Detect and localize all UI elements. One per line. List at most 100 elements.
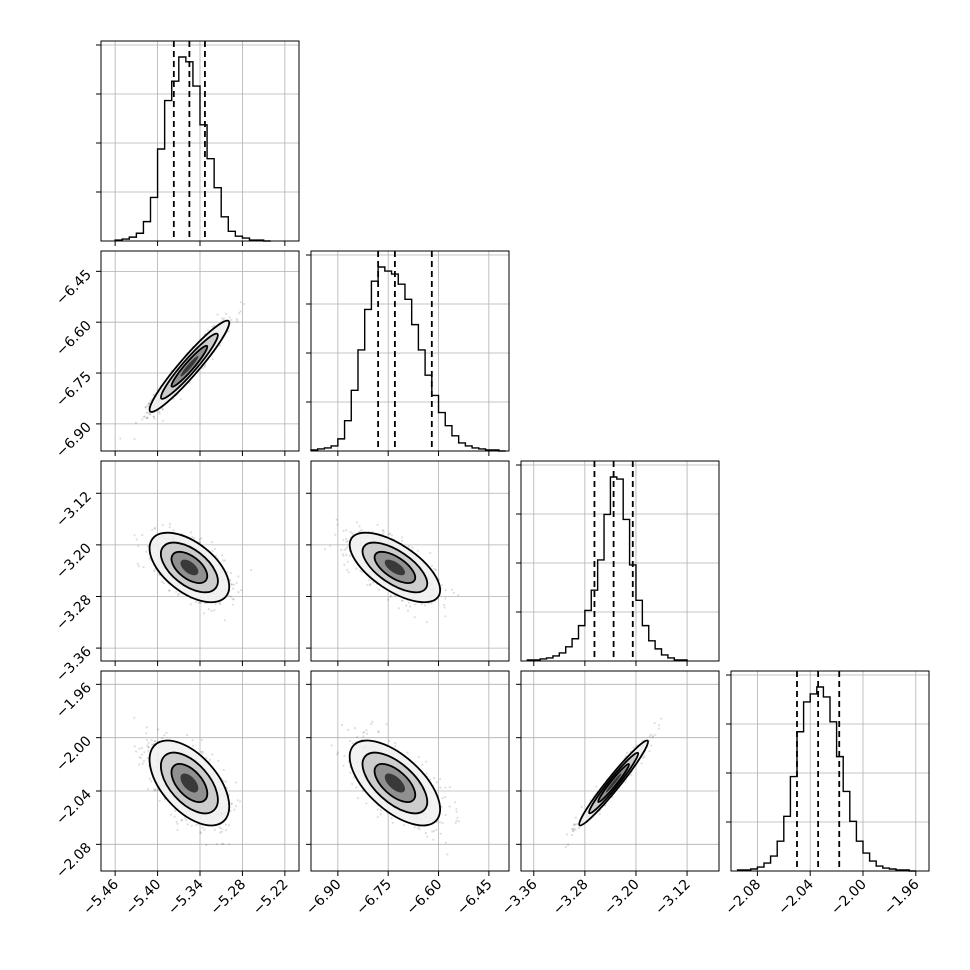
sample-point — [177, 592, 180, 596]
sample-point — [136, 562, 139, 566]
sample-point — [343, 548, 346, 552]
sample-point — [213, 609, 216, 612]
sample-point — [144, 406, 147, 409]
x-tick-label: −2.04 — [775, 876, 817, 918]
sample-point — [413, 616, 416, 619]
sample-point — [210, 609, 213, 613]
sample-point — [188, 381, 191, 384]
sample-point — [416, 549, 419, 552]
sample-point — [389, 594, 393, 597]
sample-point — [240, 589, 243, 592]
sample-point — [203, 612, 206, 615]
sample-point — [346, 540, 349, 543]
sample-point — [401, 599, 404, 602]
sample-point — [222, 843, 225, 846]
sample-point — [343, 563, 346, 566]
sample-point — [158, 412, 161, 415]
y-tick-label: −6.45 — [53, 267, 95, 309]
sample-point — [442, 603, 446, 606]
panel-frame — [730, 670, 930, 872]
sample-point — [211, 550, 214, 553]
sample-point — [366, 583, 369, 587]
sample-point — [211, 358, 214, 361]
sample-point — [152, 394, 155, 397]
sample-point — [158, 410, 161, 414]
sample-point — [409, 605, 412, 608]
y-tick-label: −3.28 — [53, 592, 95, 634]
sample-point — [342, 529, 345, 533]
y-tick-label: −3.12 — [53, 489, 95, 531]
scatter-panel-0-1: −6.90−6.75−6.60−6.45 — [53, 250, 300, 461]
sample-point — [227, 330, 230, 333]
sample-point — [407, 545, 410, 548]
sample-point — [424, 604, 427, 607]
sample-point — [430, 564, 433, 567]
sample-point — [220, 830, 223, 833]
sample-point — [168, 589, 171, 592]
sample-point — [216, 313, 219, 316]
sample-point — [390, 534, 393, 537]
sample-point — [215, 843, 218, 846]
sample-point — [232, 598, 235, 601]
sample-point — [185, 733, 189, 737]
sample-point — [355, 521, 359, 524]
sample-point — [161, 419, 164, 422]
sample-point — [146, 411, 149, 414]
sample-point — [138, 763, 141, 766]
sample-point — [408, 601, 411, 604]
sample-point — [145, 726, 148, 729]
histogram-panel-0 — [96, 40, 300, 246]
sample-point — [141, 418, 144, 421]
sample-point — [346, 560, 349, 564]
sample-point — [193, 536, 196, 540]
sample-point — [145, 550, 148, 553]
sample-point — [355, 567, 358, 570]
sample-point — [145, 417, 148, 420]
sample-point — [342, 554, 345, 557]
y-tick-label: −3.20 — [53, 540, 95, 582]
sample-point — [134, 421, 138, 424]
sample-point — [340, 548, 343, 552]
sample-point — [397, 607, 400, 610]
sample-point — [142, 566, 145, 569]
sample-point — [119, 437, 122, 440]
sample-point — [369, 582, 372, 586]
sample-point — [238, 312, 241, 315]
sample-point — [146, 404, 149, 407]
sample-point — [223, 619, 226, 622]
sample-point — [344, 537, 348, 541]
sample-point — [335, 518, 338, 521]
sample-point — [221, 317, 224, 320]
sample-point — [378, 588, 381, 591]
sample-point — [225, 312, 228, 316]
sample-point — [219, 344, 222, 347]
sample-point — [224, 780, 228, 783]
sample-point — [360, 571, 363, 574]
sample-point — [235, 318, 238, 321]
sample-point — [345, 553, 348, 557]
sample-point — [151, 528, 154, 532]
sample-point — [214, 547, 217, 550]
sample-point — [358, 525, 361, 528]
sample-point — [197, 601, 200, 604]
sample-point — [221, 554, 224, 557]
sample-point — [334, 533, 337, 536]
sample-point — [381, 532, 384, 536]
sample-point — [203, 365, 207, 368]
sample-point — [342, 538, 345, 541]
sample-point — [141, 533, 144, 537]
sample-point — [207, 608, 210, 611]
sample-point — [376, 523, 379, 527]
sample-point — [161, 580, 164, 583]
sample-point — [368, 578, 371, 582]
sample-point — [168, 526, 171, 529]
sample-point — [452, 591, 456, 595]
sample-point — [145, 411, 148, 414]
sample-point — [146, 416, 149, 419]
sample-point — [250, 568, 253, 572]
sample-point — [351, 532, 354, 535]
sample-point — [336, 523, 339, 526]
y-tick-label: −6.90 — [53, 419, 95, 461]
sample-point — [143, 751, 146, 754]
